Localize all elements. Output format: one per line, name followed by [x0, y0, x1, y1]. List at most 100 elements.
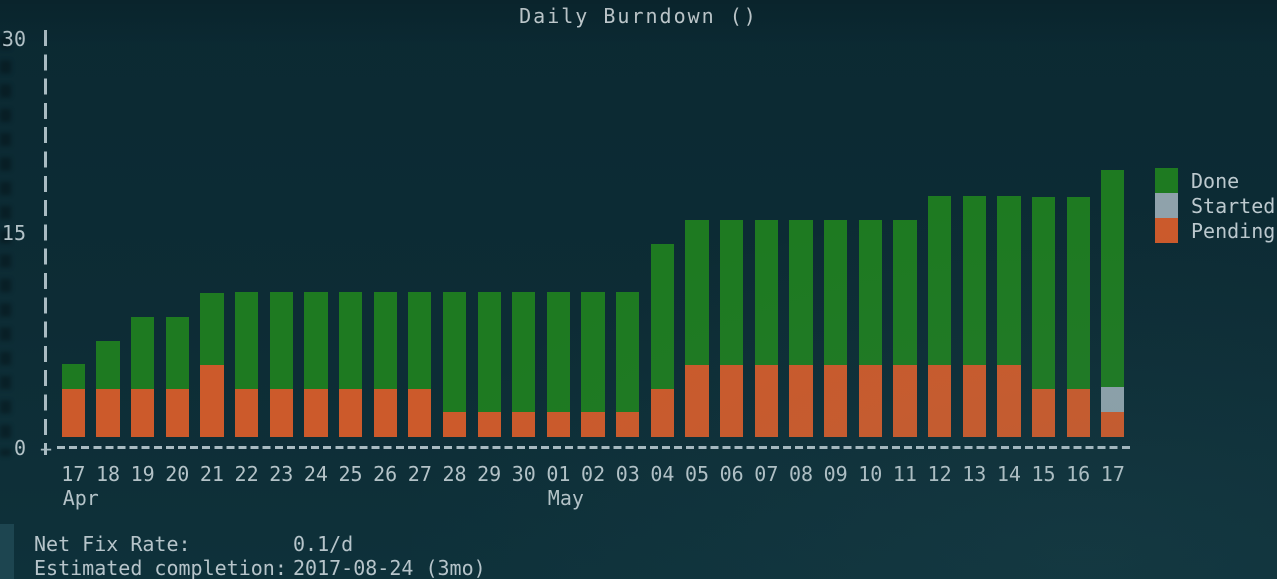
month-label: May — [547, 486, 584, 510]
x-tick-label: 02 — [581, 462, 606, 486]
bar-segment-done — [408, 292, 432, 389]
x-tick-label: 16 — [1066, 462, 1091, 486]
bar-segment-done — [650, 244, 675, 389]
bar-segment-started — [1101, 387, 1125, 412]
bar-segment-pending — [234, 389, 259, 437]
bar-segment-pending — [477, 412, 501, 437]
bar-segment-done — [1066, 197, 1090, 389]
bar-segment-pending — [754, 365, 778, 437]
bar-segment-pending — [650, 389, 675, 437]
estimated-completion-value: 2017-08-24 (3mo) — [293, 556, 486, 579]
x-tick-label: 17 — [61, 462, 86, 486]
screen-edge-artifact — [0, 36, 11, 456]
bar-segment-done — [962, 196, 986, 365]
x-tick-label: 06 — [719, 462, 744, 486]
screen-corner-artifact — [0, 524, 14, 579]
bar-segment-done — [1031, 197, 1056, 389]
bar-segment-pending — [165, 389, 189, 437]
bar-segment-done — [61, 364, 85, 389]
legend-swatch — [1155, 218, 1178, 243]
estimated-completion-label: Estimated completion: — [34, 556, 287, 579]
bar-segment-done — [789, 220, 813, 365]
legend-item: Done — [1155, 168, 1239, 193]
y-tick-label: 30 — [1, 27, 26, 51]
legend-item: Pending — [1155, 218, 1275, 243]
bar-segment-pending — [720, 365, 744, 437]
x-tick-label: 12 — [927, 462, 952, 486]
bar-segment-done — [200, 293, 224, 365]
bar-segment-pending — [200, 365, 224, 437]
bar-segment-done — [234, 292, 259, 389]
x-tick-label: 25 — [338, 462, 363, 486]
legend-swatch — [1155, 168, 1178, 193]
x-tick-label: 29 — [477, 462, 502, 486]
bar-segment-pending — [1101, 412, 1125, 437]
bar-segment-pending — [858, 365, 882, 437]
legend-label: Pending — [1191, 218, 1276, 243]
bar-segment-pending — [997, 365, 1021, 437]
bar-segment-done — [927, 196, 952, 365]
x-tick-label: 22 — [234, 462, 259, 486]
x-tick-label: 15 — [1031, 462, 1056, 486]
bar-segment-done — [96, 341, 120, 389]
bar-segment-pending — [789, 365, 813, 437]
x-tick-label: 24 — [303, 462, 328, 486]
bar-segment-done — [477, 292, 501, 412]
chart-title: Daily Burndown () — [519, 4, 758, 28]
x-tick-label: 05 — [685, 462, 710, 486]
bar-segment-done — [546, 292, 571, 412]
bar-segment-pending — [893, 365, 917, 437]
bar-segment-done — [304, 292, 328, 389]
axis-origin-marker: + — [39, 437, 53, 461]
legend-item: Started — [1155, 193, 1275, 218]
x-tick-label: 21 — [199, 462, 224, 486]
bar-segment-done — [754, 220, 778, 365]
x-tick-label: 27 — [407, 462, 432, 486]
x-tick-label: 14 — [996, 462, 1021, 486]
x-tick-label: 23 — [269, 462, 294, 486]
bar-segment-pending — [269, 389, 293, 437]
x-tick-label: 01 — [546, 462, 571, 486]
y-axis — [44, 30, 47, 455]
x-axis — [57, 446, 1132, 449]
bar-segment-pending — [96, 389, 120, 437]
x-tick-label: 10 — [858, 462, 883, 486]
x-tick-label: 09 — [823, 462, 848, 486]
bar-segment-done — [131, 317, 155, 389]
bar-segment-done — [165, 317, 189, 389]
x-tick-label: 13 — [962, 462, 987, 486]
x-tick-label: 07 — [754, 462, 779, 486]
bar-segment-pending — [962, 365, 986, 437]
y-tick-label: 15 — [1, 221, 26, 245]
bar-segment-pending — [131, 389, 155, 437]
bar-segment-pending — [1066, 389, 1090, 437]
bar-segment-pending — [1031, 389, 1056, 437]
bar-segment-done — [720, 220, 744, 365]
month-label: Apr — [62, 486, 99, 510]
bar-segment-pending — [581, 412, 605, 437]
net-fix-rate-label: Net Fix Rate: — [34, 532, 191, 556]
x-tick-label: 19 — [130, 462, 155, 486]
x-tick-label: 18 — [95, 462, 121, 486]
legend-swatch — [1155, 193, 1178, 218]
bar-segment-done — [616, 292, 640, 412]
bar-segment-done — [338, 292, 363, 389]
bar-segment-pending — [616, 412, 640, 437]
bar-segment-done — [685, 220, 709, 365]
legend-label: Started — [1191, 193, 1276, 218]
y-tick-label: 0 — [13, 436, 26, 460]
bar-segment-pending — [685, 365, 709, 437]
bar-segment-pending — [442, 412, 467, 437]
legend-label: Done — [1191, 168, 1240, 193]
bar-segment-pending — [304, 389, 328, 437]
x-tick-label: 08 — [788, 462, 814, 486]
bar-segment-done — [269, 292, 293, 389]
x-tick-label: 04 — [650, 462, 675, 486]
x-tick-label: 30 — [511, 462, 536, 486]
x-tick-label: 03 — [615, 462, 640, 486]
bar-segment-done — [581, 292, 605, 412]
net-fix-rate-value: 0.1/d — [293, 532, 354, 556]
bar-segment-pending — [373, 389, 397, 437]
bar-segment-done — [893, 220, 917, 365]
